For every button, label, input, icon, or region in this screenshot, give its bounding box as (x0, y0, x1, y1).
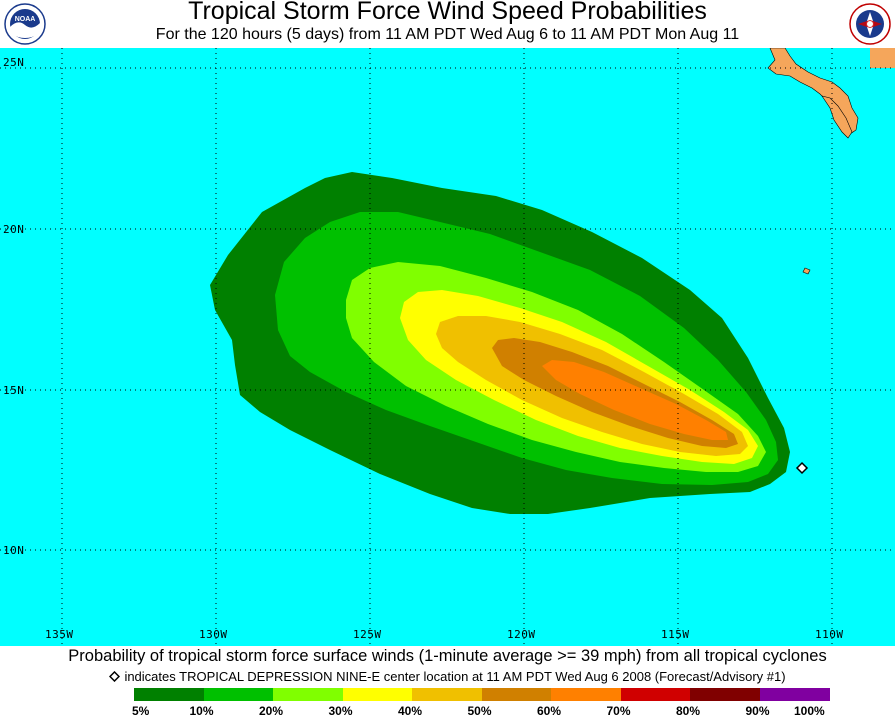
legend-swatch (620, 688, 691, 701)
legend-label: 60% (537, 704, 562, 718)
lon-label-110w: 110W (815, 628, 844, 641)
probability-legend: 5% 10% 20% 30% 40% 50% 60% 70% 80% 90% 100% (0, 688, 895, 718)
legend-label: 90% (745, 704, 770, 718)
probability-map: 25N 20N 15N 10N 135W 130W 125W 120W 115W… (0, 48, 895, 646)
lat-label-25n: 25N (3, 56, 24, 69)
lon-label-135w: 135W (45, 628, 74, 641)
legend-swatch (273, 688, 343, 701)
lon-label-120w: 120W (507, 628, 536, 641)
land-mainland-edge (870, 48, 895, 68)
diamond-marker-icon (795, 461, 809, 475)
legend-swatch (481, 688, 552, 701)
header: NOAA Tropical Storm Force Wind Speed Pro… (0, 0, 895, 48)
noaa-logo: NOAA (4, 3, 46, 45)
legend-label: 10% (189, 704, 214, 718)
legend-swatch (759, 688, 830, 701)
legend-swatch (412, 688, 482, 701)
legend-label: 5% (132, 704, 150, 718)
svg-text:NOAA: NOAA (15, 16, 36, 23)
lon-label-115w: 115W (661, 628, 690, 641)
legend-label: 30% (328, 704, 353, 718)
footer-description: Probability of tropical storm force surf… (68, 647, 827, 665)
legend-label: 100% (794, 704, 825, 718)
page-subtitle: For the 120 hours (5 days) from 11 AM PD… (155, 26, 740, 43)
legend-swatch (342, 688, 413, 701)
legend-label: 40% (398, 704, 423, 718)
legend-swatch (134, 688, 204, 701)
contour-60-percent (542, 360, 728, 440)
legend-label: 50% (467, 704, 492, 718)
legend-label: 20% (259, 704, 284, 718)
lat-label-10n: 10N (3, 544, 24, 557)
lon-label-130w: 130W (199, 628, 228, 641)
legend-swatch (551, 688, 621, 701)
page-title: Tropical Storm Force Wind Speed Probabil… (188, 0, 707, 25)
legend-swatch (690, 688, 760, 701)
footer-note-text: indicates TROPICAL DEPRESSION NINE-E cen… (124, 669, 786, 684)
lat-label-20n: 20N (3, 223, 24, 236)
diamond-icon (109, 670, 121, 683)
national-weather-service-logo (849, 3, 891, 45)
legend-label: 70% (606, 704, 631, 718)
legend-label: 80% (676, 704, 701, 718)
lat-label-15n: 15N (3, 384, 24, 397)
lon-label-125w: 125W (353, 628, 382, 641)
graticule (0, 48, 895, 646)
legend-swatch (203, 688, 274, 701)
land-islet (802, 267, 811, 275)
footer-note: indicates TROPICAL DEPRESSION NINE-E cen… (0, 669, 895, 684)
footer: Probability of tropical storm force surf… (0, 646, 895, 718)
